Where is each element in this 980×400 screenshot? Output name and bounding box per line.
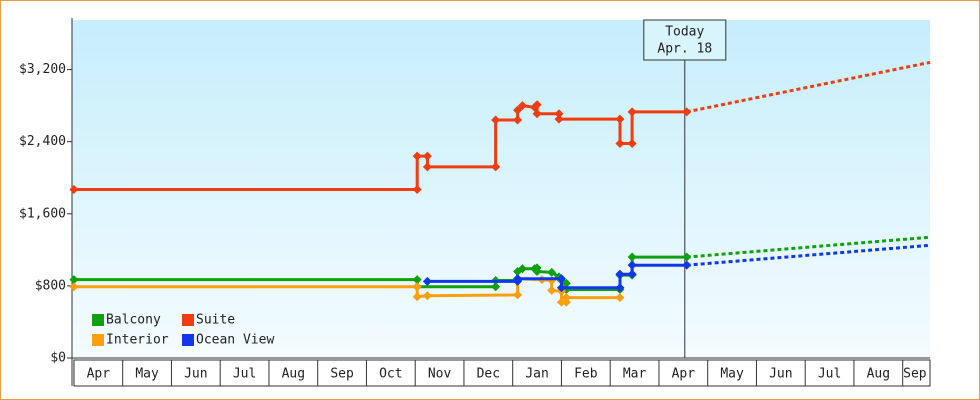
- price-marker: [682, 107, 692, 117]
- x-tick-label: Dec: [477, 367, 500, 382]
- price-marker: [422, 162, 432, 172]
- price-marker: [682, 260, 692, 270]
- y-tick-label: $800: [35, 278, 66, 293]
- price-marker: [412, 151, 422, 161]
- x-tick-label: Oct: [379, 367, 402, 382]
- price-marker: [547, 267, 557, 277]
- legend-label: Ocean View: [196, 333, 274, 348]
- price-marker: [412, 275, 422, 285]
- price-marker: [615, 293, 625, 303]
- price-marker: [561, 278, 571, 288]
- x-tick-label: Feb: [574, 367, 598, 382]
- x-tick-label: Jan: [525, 367, 548, 382]
- price-marker: [532, 100, 542, 110]
- x-tick-label: Jul: [233, 367, 256, 382]
- x-tick-label: Apr: [672, 367, 696, 382]
- y-tick-label: $1,600: [19, 206, 66, 221]
- price-marker: [547, 285, 557, 295]
- price-marker: [556, 297, 566, 307]
- x-tick-label: Jul: [818, 367, 841, 382]
- y-tick-label: $2,400: [19, 134, 66, 149]
- price-marker: [412, 184, 422, 194]
- x-tick-label: Jun: [184, 367, 207, 382]
- price-marker: [532, 109, 542, 119]
- price-marker: [561, 293, 571, 303]
- y-tick-label: $3,200: [19, 62, 66, 77]
- x-tick-label: Aug: [867, 367, 890, 382]
- x-tick-label: Sep: [903, 367, 927, 382]
- y-tick-label: $0: [50, 351, 66, 366]
- legend-swatch: [92, 334, 104, 346]
- projection-line: [686, 60, 931, 114]
- price-marker: [615, 114, 625, 124]
- today-box: [643, 19, 727, 61]
- projection-line: [686, 235, 931, 259]
- legend-label: Balcony: [106, 313, 161, 328]
- price-marker: [627, 107, 637, 117]
- x-tick-label: Apr: [87, 367, 111, 382]
- today-label: Apr. 18: [657, 42, 712, 57]
- price-marker: [682, 252, 692, 262]
- x-tick-label: Sep: [330, 367, 354, 382]
- legend-swatch: [182, 334, 194, 346]
- price-marker: [627, 252, 637, 262]
- price-marker: [517, 101, 527, 111]
- price-marker: [517, 264, 527, 274]
- price-marker: [513, 115, 523, 125]
- x-tick-label: Nov: [428, 367, 452, 382]
- price-marker: [69, 184, 79, 194]
- price-marker: [556, 274, 566, 284]
- price-marker: [422, 291, 432, 301]
- price-marker: [561, 297, 571, 307]
- projection-line: [686, 243, 931, 267]
- price-marker: [491, 162, 501, 172]
- price-marker: [412, 292, 422, 302]
- price-marker: [422, 151, 432, 161]
- layer: $0 $800 $1,600 $2,400 $3,200 Apr May Jun Jul Aug S…: [19, 18, 931, 387]
- price-marker: [491, 115, 501, 125]
- x-tick-label: Jun: [769, 367, 792, 382]
- price-marker: [513, 274, 523, 284]
- price-marker: [627, 138, 637, 148]
- price-marker: [627, 260, 637, 270]
- price-marker: [556, 283, 566, 293]
- price-marker: [412, 282, 422, 292]
- x-tick-label: May: [135, 367, 159, 382]
- price-marker: [615, 269, 625, 279]
- price-marker: [491, 282, 501, 292]
- price-marker: [627, 269, 637, 279]
- price-marker: [513, 105, 523, 115]
- legend-swatch: [182, 314, 194, 326]
- price-marker: [532, 266, 542, 276]
- price-marker: [69, 282, 79, 292]
- price-marker: [554, 109, 564, 119]
- price-marker: [615, 283, 625, 293]
- x-tick-label: Aug: [282, 367, 305, 382]
- today-label: Today: [665, 25, 704, 40]
- price-marker: [422, 276, 432, 286]
- x-tick-label: May: [720, 367, 744, 382]
- price-marker: [554, 114, 564, 124]
- price-marker: [615, 138, 625, 148]
- legend-swatch: [92, 314, 104, 326]
- price-marker: [513, 290, 523, 300]
- price-marker: [69, 275, 79, 285]
- x-tick-label: Mar: [623, 367, 647, 382]
- legend-label: Interior: [106, 333, 169, 348]
- x-axis-band: [73, 359, 931, 387]
- legend-label: Suite: [196, 313, 235, 328]
